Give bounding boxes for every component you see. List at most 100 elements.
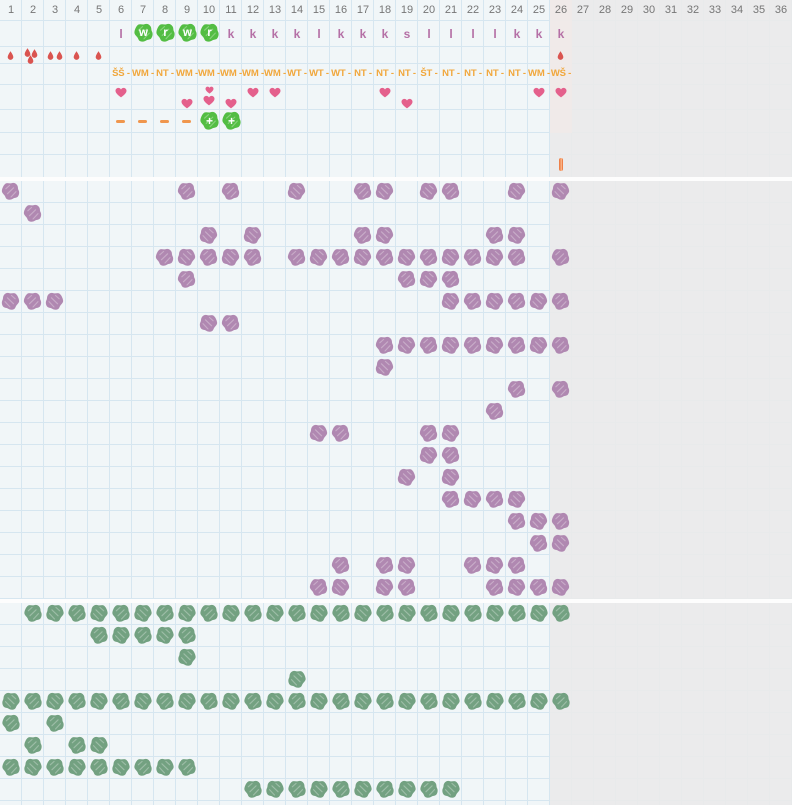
purple-mark[interactable]: [177, 182, 199, 204]
heart-cell[interactable]: [264, 85, 286, 110]
purple-mark[interactable]: [375, 182, 397, 204]
purple-mark[interactable]: [397, 336, 419, 358]
green-mark[interactable]: [133, 604, 155, 626]
purple-mark[interactable]: [397, 270, 419, 292]
droplet-cell[interactable]: [66, 47, 88, 64]
droplet-cell[interactable]: [0, 47, 22, 64]
green-mark[interactable]: [375, 604, 397, 626]
green-mark[interactable]: [375, 692, 397, 714]
green-mark[interactable]: [45, 692, 67, 714]
green-mark[interactable]: [89, 758, 111, 780]
heart-cell[interactable]: [242, 85, 264, 110]
purple-mark[interactable]: [463, 556, 485, 578]
green-mark[interactable]: [89, 626, 111, 648]
heart-cell[interactable]: [110, 85, 132, 110]
purple-mark[interactable]: [221, 182, 243, 204]
green-mark[interactable]: [89, 692, 111, 714]
purple-mark[interactable]: [463, 292, 485, 314]
green-mark[interactable]: [287, 692, 309, 714]
purple-mark[interactable]: [485, 336, 507, 358]
purple-mark[interactable]: [177, 248, 199, 270]
green-plus-mark[interactable]: +: [221, 111, 242, 131]
purple-mark[interactable]: [199, 226, 221, 248]
purple-mark[interactable]: [1, 292, 23, 314]
heart-cell[interactable]: [374, 85, 396, 110]
purple-mark[interactable]: [309, 578, 331, 600]
green-mark[interactable]: [419, 780, 441, 802]
purple-mark[interactable]: [441, 468, 463, 490]
green-mark[interactable]: [353, 604, 375, 626]
purple-mark[interactable]: [375, 336, 397, 358]
green-mark[interactable]: [67, 736, 89, 758]
purple-mark[interactable]: [1, 182, 23, 204]
green-mark[interactable]: [551, 604, 573, 626]
purple-mark[interactable]: [331, 578, 353, 600]
purple-mark[interactable]: [507, 578, 529, 600]
purple-mark[interactable]: [419, 446, 441, 468]
purple-mark[interactable]: [551, 292, 573, 314]
droplet-cell[interactable]: [550, 47, 572, 64]
purple-mark[interactable]: [23, 292, 45, 314]
green-mark[interactable]: [45, 604, 67, 626]
droplet-cell[interactable]: [22, 47, 44, 64]
green-letter-mark[interactable]: w: [133, 23, 154, 43]
purple-mark[interactable]: [221, 314, 243, 336]
green-mark[interactable]: [353, 780, 375, 802]
purple-mark[interactable]: [529, 512, 551, 534]
green-mark[interactable]: [243, 604, 265, 626]
purple-mark[interactable]: [507, 512, 529, 534]
purple-mark[interactable]: [529, 336, 551, 358]
purple-mark[interactable]: [419, 336, 441, 358]
purple-mark[interactable]: [441, 424, 463, 446]
green-mark[interactable]: [485, 604, 507, 626]
purple-mark[interactable]: [419, 248, 441, 270]
purple-mark[interactable]: [507, 226, 529, 248]
purple-mark[interactable]: [551, 248, 573, 270]
green-mark[interactable]: [1, 714, 23, 736]
purple-mark[interactable]: [331, 556, 353, 578]
green-mark[interactable]: [199, 692, 221, 714]
purple-mark[interactable]: [507, 380, 529, 402]
green-mark[interactable]: [67, 692, 89, 714]
purple-mark[interactable]: [529, 292, 551, 314]
heart-cell[interactable]: [396, 85, 418, 110]
purple-mark[interactable]: [397, 578, 419, 600]
purple-mark[interactable]: [375, 358, 397, 380]
green-mark[interactable]: [441, 780, 463, 802]
purple-mark[interactable]: [419, 270, 441, 292]
green-mark[interactable]: [221, 692, 243, 714]
purple-mark[interactable]: [419, 424, 441, 446]
heart-cell[interactable]: [550, 85, 572, 110]
purple-mark[interactable]: [243, 248, 265, 270]
green-mark[interactable]: [331, 604, 353, 626]
green-mark[interactable]: [309, 780, 331, 802]
green-mark[interactable]: [463, 604, 485, 626]
green-mark[interactable]: [67, 758, 89, 780]
green-mark[interactable]: [177, 648, 199, 670]
green-mark[interactable]: [23, 604, 45, 626]
green-mark[interactable]: [111, 692, 133, 714]
green-mark[interactable]: [155, 758, 177, 780]
purple-mark[interactable]: [485, 490, 507, 512]
purple-mark[interactable]: [551, 534, 573, 556]
purple-mark[interactable]: [485, 248, 507, 270]
purple-mark[interactable]: [353, 226, 375, 248]
green-mark[interactable]: [1, 758, 23, 780]
purple-mark[interactable]: [221, 248, 243, 270]
green-mark[interactable]: [529, 692, 551, 714]
green-mark[interactable]: [331, 780, 353, 802]
green-mark[interactable]: [551, 692, 573, 714]
purple-mark[interactable]: [331, 424, 353, 446]
green-mark[interactable]: [45, 758, 67, 780]
green-mark[interactable]: [177, 758, 199, 780]
purple-mark[interactable]: [485, 402, 507, 424]
droplet-cell[interactable]: [88, 47, 110, 64]
purple-mark[interactable]: [507, 556, 529, 578]
purple-mark[interactable]: [551, 578, 573, 600]
green-mark[interactable]: [463, 692, 485, 714]
green-mark[interactable]: [265, 780, 287, 802]
green-mark[interactable]: [199, 604, 221, 626]
purple-mark[interactable]: [331, 248, 353, 270]
purple-mark[interactable]: [397, 468, 419, 490]
purple-mark[interactable]: [463, 490, 485, 512]
